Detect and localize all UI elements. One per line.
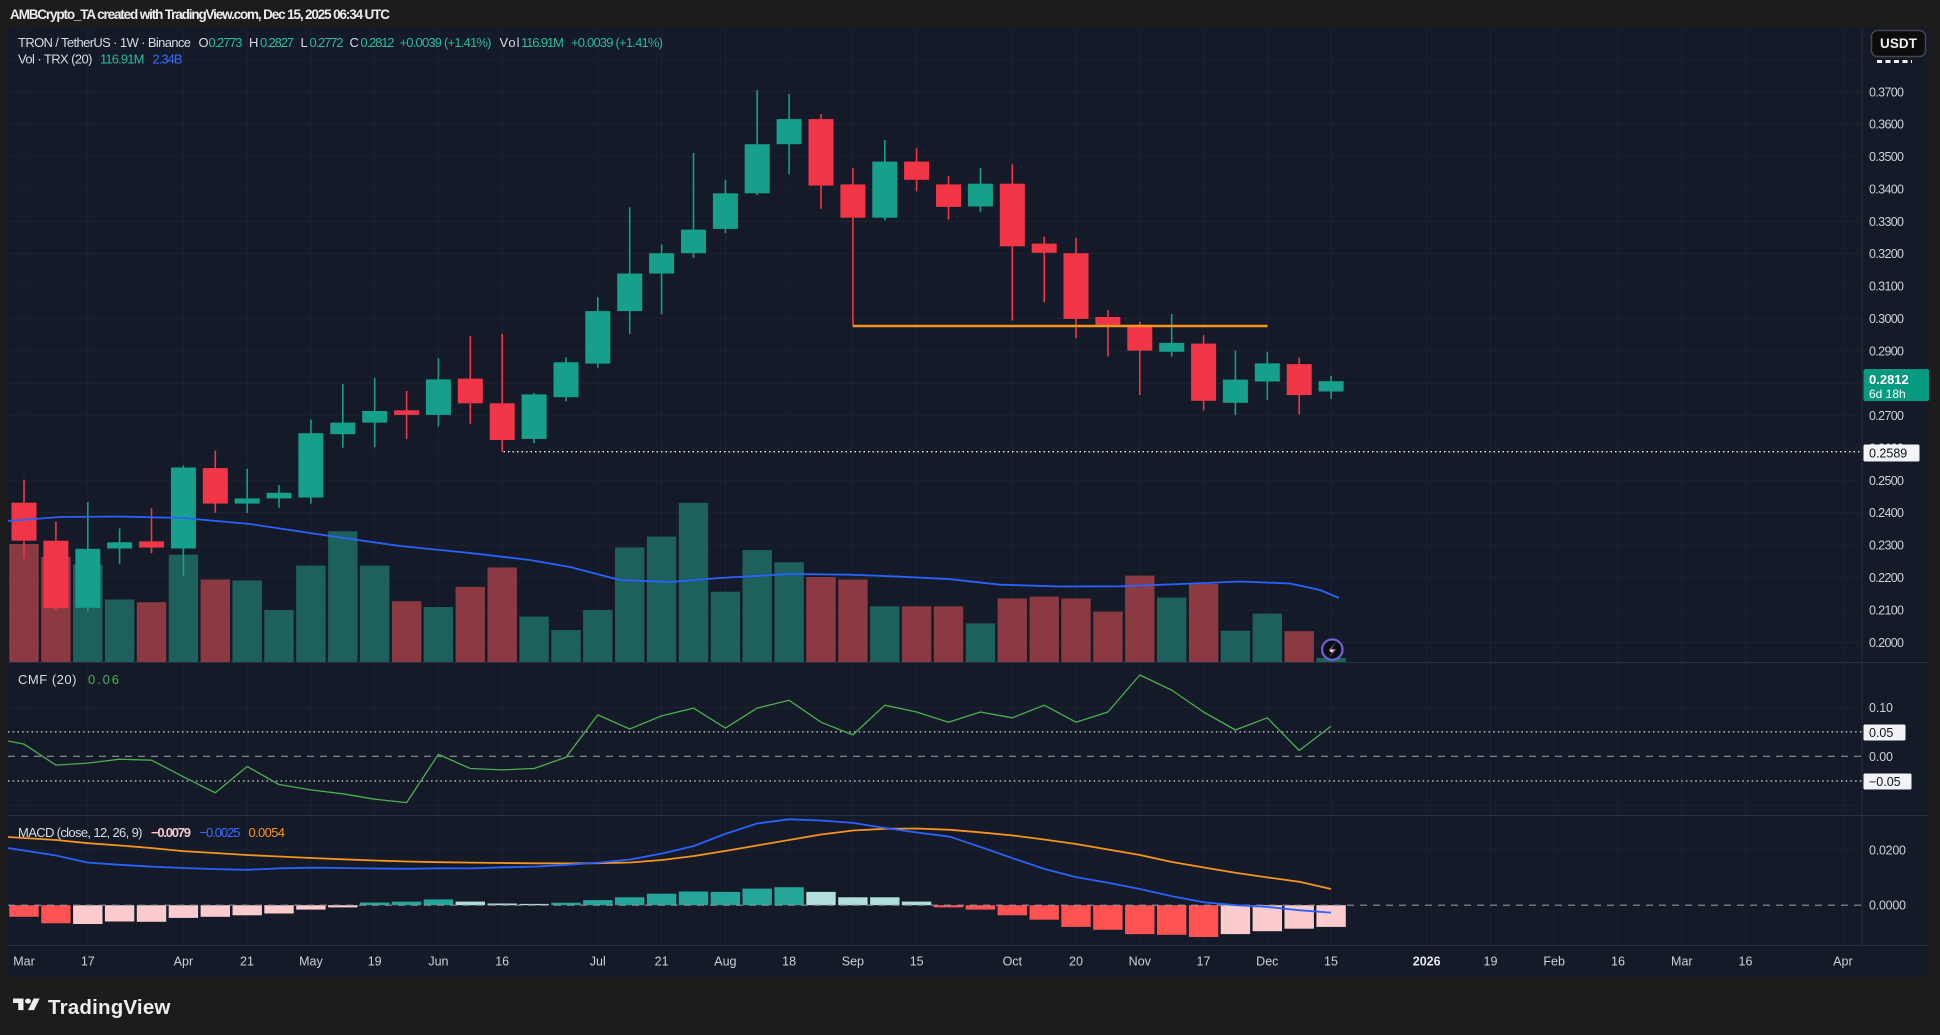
- svg-text:21: 21: [240, 955, 254, 969]
- svg-text:0.05: 0.05: [1869, 726, 1893, 740]
- svg-text:0.2900: 0.2900: [1869, 344, 1904, 358]
- svg-text:0.3300: 0.3300: [1869, 215, 1904, 229]
- svg-text:−0.0079: −0.0079: [151, 825, 191, 840]
- svg-text:0.3100: 0.3100: [1869, 280, 1904, 294]
- svg-text:Dec: Dec: [1256, 955, 1278, 969]
- svg-text:CMF (20): CMF (20): [18, 672, 77, 687]
- svg-text:21: 21: [655, 955, 669, 969]
- svg-text:2.34B: 2.34B: [153, 52, 183, 67]
- svg-text:Oct: Oct: [1003, 955, 1023, 969]
- svg-text:19: 19: [1484, 955, 1498, 969]
- svg-text:0.00: 0.00: [1869, 750, 1893, 764]
- svg-text:0.2773: 0.2773: [209, 35, 243, 50]
- svg-text:0.3200: 0.3200: [1869, 247, 1904, 261]
- svg-text:19: 19: [368, 955, 382, 969]
- svg-text:−0.05: −0.05: [1869, 775, 1901, 789]
- svg-text:Vol: Vol: [500, 35, 520, 50]
- svg-text:17: 17: [1197, 955, 1211, 969]
- svg-text:Jun: Jun: [428, 955, 448, 969]
- svg-text:0.2100: 0.2100: [1869, 603, 1904, 617]
- svg-text:2026: 2026: [1413, 955, 1441, 969]
- svg-text:0.2589: 0.2589: [1869, 447, 1907, 461]
- svg-text:0.2200: 0.2200: [1869, 571, 1904, 585]
- svg-text:0.3600: 0.3600: [1869, 118, 1904, 132]
- svg-text:AMBCrypto_TA created with Trad: AMBCrypto_TA created with TradingView.co…: [10, 7, 390, 22]
- svg-text:May: May: [299, 955, 323, 969]
- svg-text:+0.0039 (+1.41%): +0.0039 (+1.41%): [400, 35, 492, 50]
- svg-text:Jul: Jul: [590, 955, 606, 969]
- svg-text:Vol · TRX (20): Vol · TRX (20): [18, 52, 93, 67]
- svg-text:0.3700: 0.3700: [1869, 85, 1904, 99]
- svg-text:16: 16: [495, 955, 509, 969]
- svg-text:USDT: USDT: [1880, 36, 1918, 51]
- svg-text:−0.0025: −0.0025: [200, 825, 241, 840]
- svg-text:116.91M: 116.91M: [521, 35, 564, 50]
- svg-text:0.3400: 0.3400: [1869, 182, 1904, 196]
- svg-text:0.3000: 0.3000: [1869, 312, 1904, 326]
- svg-text:Apr: Apr: [174, 955, 193, 969]
- svg-text:O: O: [199, 35, 209, 50]
- svg-text:Aug: Aug: [714, 955, 736, 969]
- svg-text:0.2827: 0.2827: [260, 35, 294, 50]
- svg-text:0.2772: 0.2772: [310, 35, 344, 50]
- svg-text:0.0200: 0.0200: [1869, 844, 1906, 858]
- svg-text:+0.0039 (+1.41%): +0.0039 (+1.41%): [571, 35, 663, 50]
- svg-text:0.0054: 0.0054: [249, 825, 286, 840]
- svg-text:L: L: [301, 35, 308, 50]
- svg-text:0.2300: 0.2300: [1869, 539, 1904, 553]
- svg-text:0.2400: 0.2400: [1869, 506, 1904, 520]
- svg-text:17: 17: [81, 955, 95, 969]
- svg-text:0.2812: 0.2812: [361, 35, 395, 50]
- svg-text:16: 16: [1739, 955, 1753, 969]
- svg-text:0.06: 0.06: [88, 672, 119, 687]
- svg-text:0.2700: 0.2700: [1869, 409, 1904, 423]
- svg-text:0.2812: 0.2812: [1869, 372, 1909, 387]
- svg-text:116.91M: 116.91M: [100, 52, 145, 67]
- svg-text:15: 15: [910, 955, 924, 969]
- svg-text:TradingView: TradingView: [48, 996, 171, 1019]
- svg-text:Mar: Mar: [13, 955, 35, 969]
- svg-text:Mar: Mar: [1671, 955, 1693, 969]
- svg-text:Apr: Apr: [1833, 955, 1852, 969]
- svg-text:C: C: [350, 35, 359, 50]
- svg-text:15: 15: [1324, 955, 1338, 969]
- svg-text:TRON / TetherUS · 1W · Binance: TRON / TetherUS · 1W · Binance: [18, 35, 191, 50]
- svg-text:Feb: Feb: [1543, 955, 1565, 969]
- svg-text:16: 16: [1611, 955, 1625, 969]
- svg-text:6d 18h: 6d 18h: [1869, 387, 1906, 401]
- svg-text:0.10: 0.10: [1869, 701, 1893, 715]
- svg-text:H: H: [249, 35, 258, 50]
- svg-text:0.0000: 0.0000: [1869, 899, 1906, 913]
- svg-text:20: 20: [1069, 955, 1083, 969]
- svg-text:0.2000: 0.2000: [1869, 636, 1904, 650]
- svg-text:Sep: Sep: [842, 955, 864, 969]
- svg-text:MACD (close, 12, 26, 9): MACD (close, 12, 26, 9): [18, 825, 143, 840]
- svg-text:Nov: Nov: [1129, 955, 1152, 969]
- svg-text:0.3500: 0.3500: [1869, 150, 1904, 164]
- svg-text:18: 18: [782, 955, 796, 969]
- svg-text:0.2500: 0.2500: [1869, 474, 1904, 488]
